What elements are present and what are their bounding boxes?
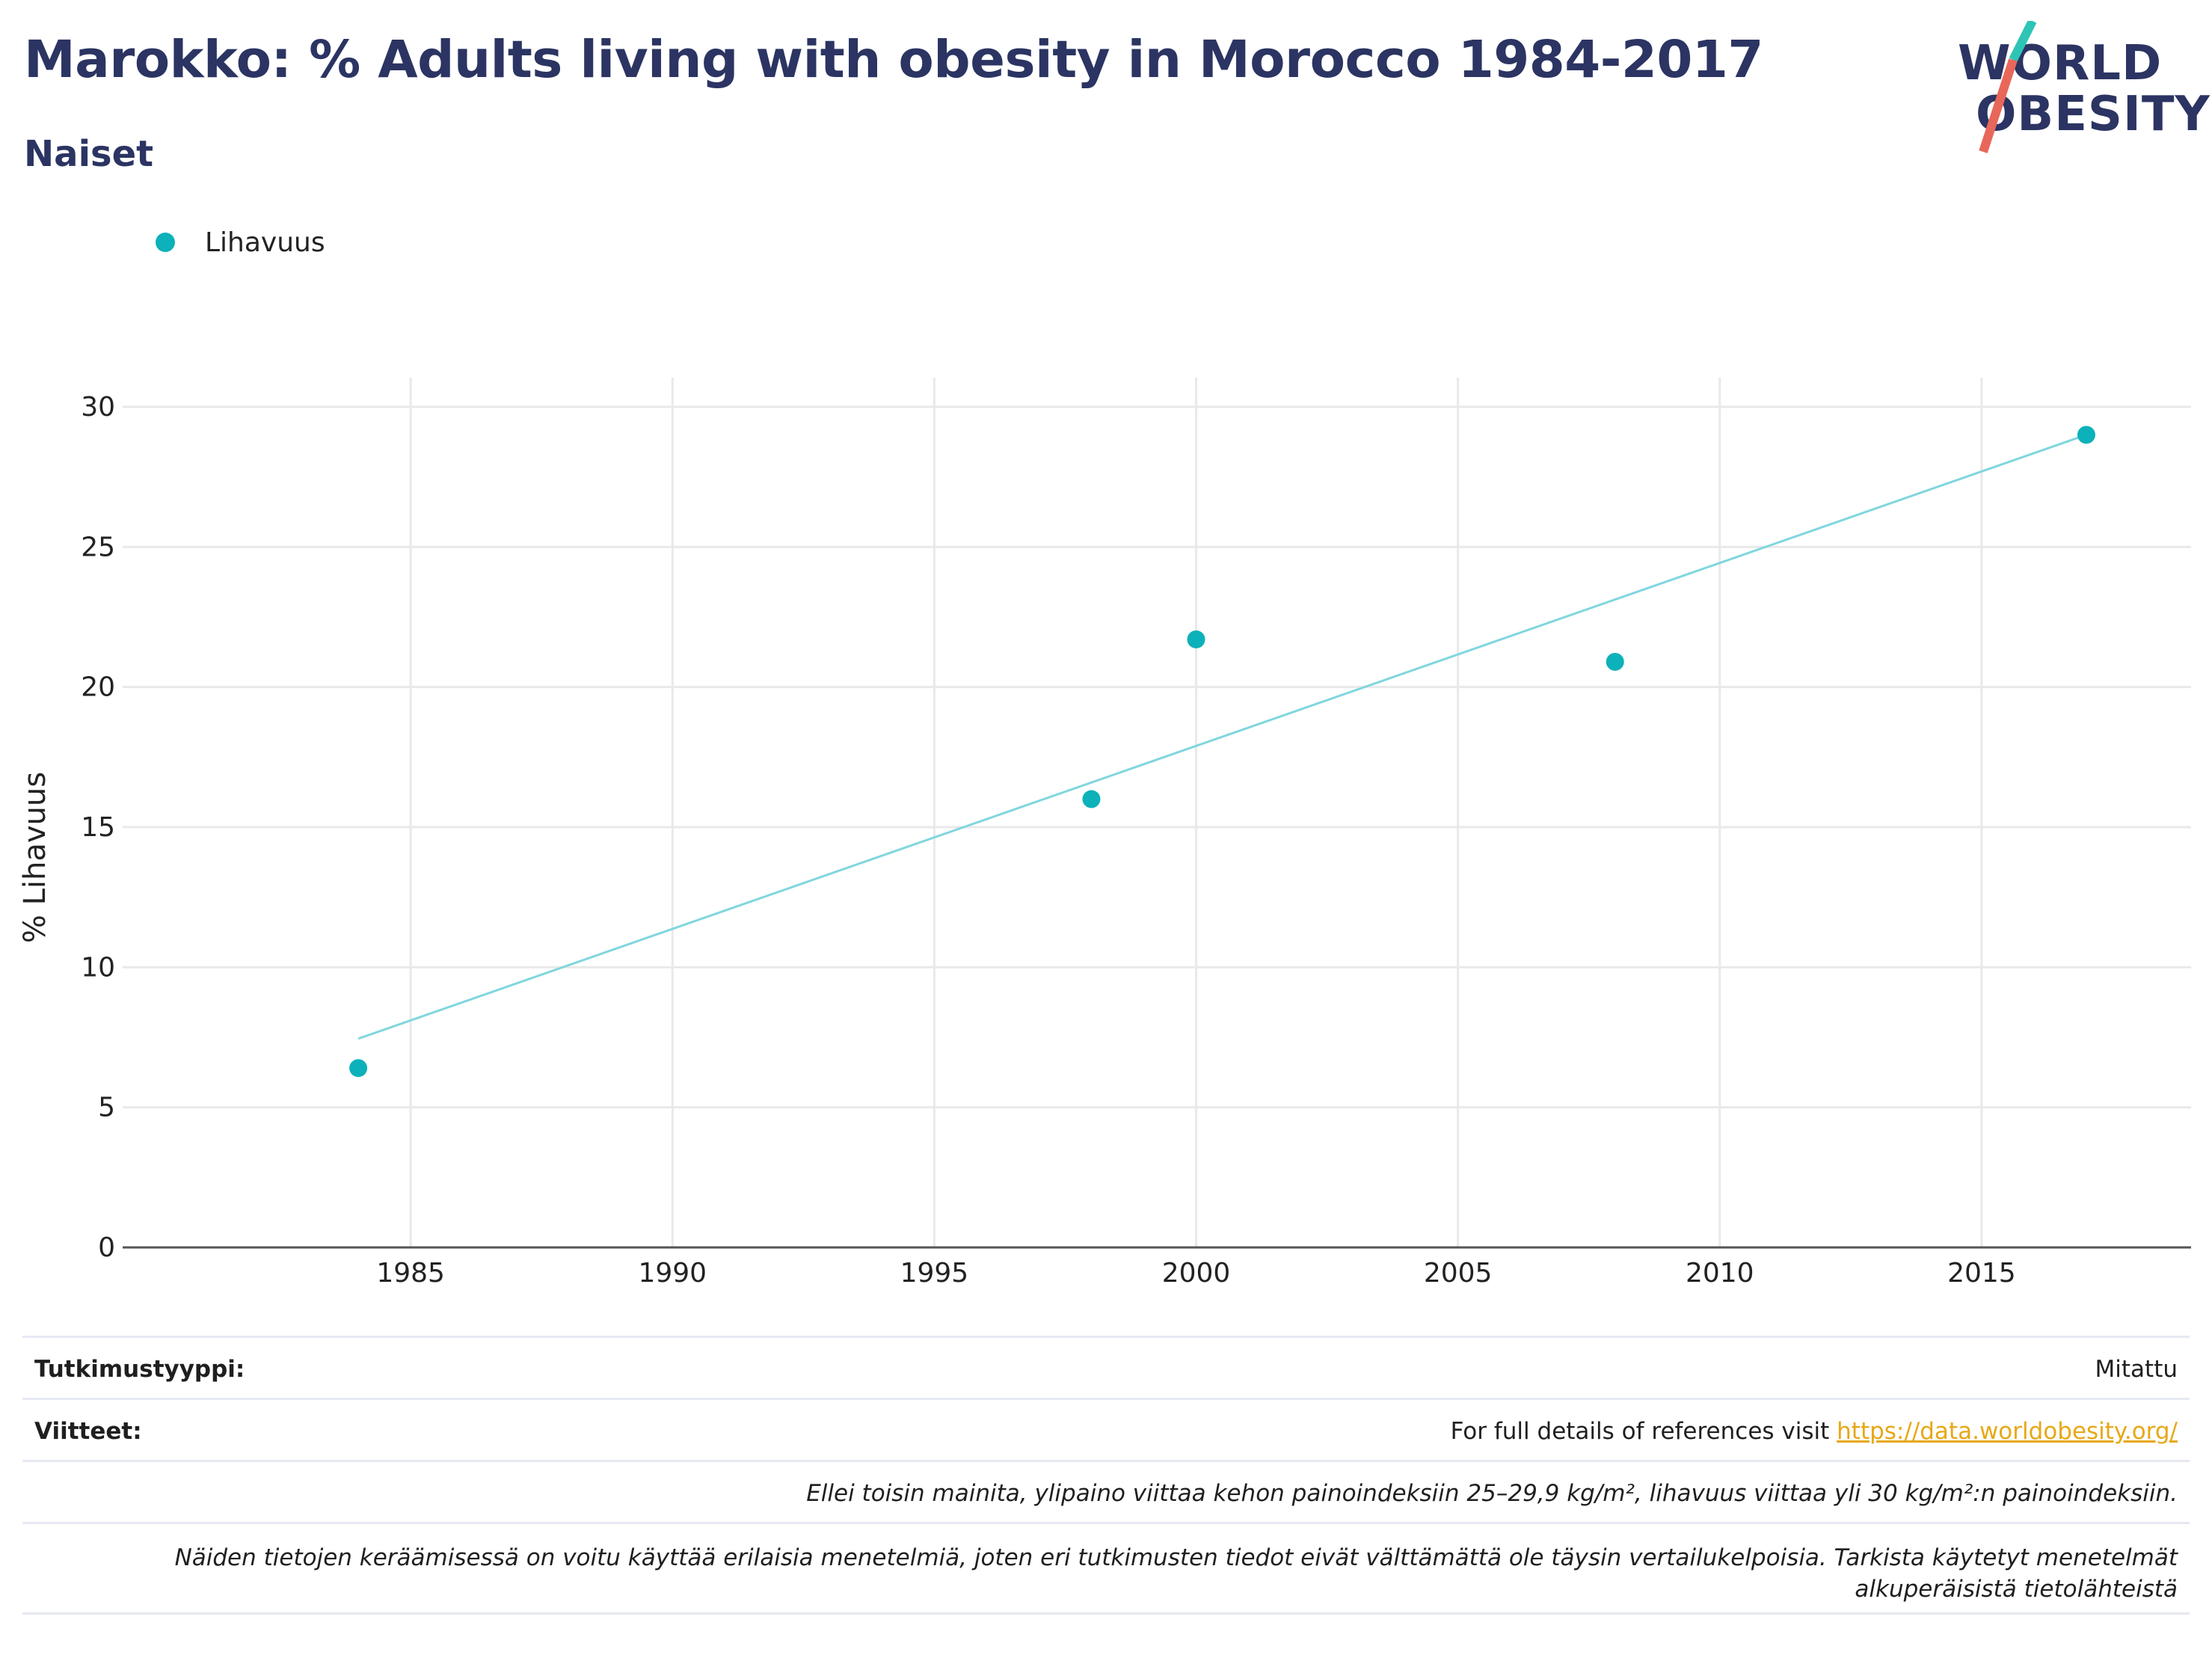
- data-point[interactable]: [2077, 426, 2095, 444]
- x-axis: 1985 1990 1995 2000 2005 2010 2015: [123, 1246, 2191, 1289]
- data-point[interactable]: [1082, 790, 1101, 808]
- legend-label: Lihavuus: [205, 227, 325, 258]
- methods-note-line-1: Näiden tietojen keräämisessä on voitu kä…: [174, 1544, 2178, 1571]
- x-tick-label: 1990: [638, 1258, 707, 1289]
- data-points: [349, 426, 2095, 1078]
- study-type-value: Mitattu: [2095, 1356, 2178, 1383]
- x-tick-label: 1985: [376, 1258, 445, 1289]
- footer-row-study-type: Tutkimustyyppi: Mitattu: [22, 1336, 2190, 1398]
- y-tick-label: 5: [98, 1093, 115, 1123]
- data-point[interactable]: [1187, 630, 1205, 648]
- x-tick-label: 2015: [1947, 1258, 2016, 1289]
- legend-marker: [156, 233, 175, 252]
- methods-note: Näiden tietojen keräämisessä on voitu kä…: [175, 1542, 2178, 1605]
- logo-word-1: WORLD: [1958, 36, 2163, 91]
- y-tick-label: 30: [81, 392, 115, 423]
- x-tick-label: 2005: [1424, 1258, 1493, 1289]
- logo-word-2: OBESITY: [1976, 87, 2211, 142]
- footer-row-note-2: Näiden tietojen keräämisessä on voitu kä…: [22, 1522, 2190, 1615]
- data-point[interactable]: [349, 1059, 368, 1078]
- x-tick-label: 2000: [1162, 1258, 1231, 1289]
- references-text: For full details of references visit: [1450, 1418, 1837, 1445]
- legend[interactable]: Lihavuus: [156, 221, 325, 263]
- y-tick-label: 15: [81, 812, 115, 843]
- chart-subtitle: Naiset: [24, 133, 154, 175]
- trendline: [357, 434, 2087, 1040]
- references-value: For full details of references visit htt…: [1451, 1418, 2178, 1445]
- world-obesity-logo: WORLD OBESITY: [1944, 21, 2210, 156]
- methods-note-line-2: alkuperäisistä tietolähteistä: [1855, 1576, 2178, 1603]
- y-axis-title: % Lihavuus: [18, 772, 52, 943]
- references-link[interactable]: https://data.worldobesity.org/: [1837, 1418, 2178, 1445]
- footer-row-note-1: Ellei toisin mainita, ylipaino viittaa k…: [22, 1460, 2190, 1522]
- footer-table: Tutkimustyyppi: Mitattu Viitteet: For fu…: [22, 1336, 2190, 1615]
- scatter-chart: 1985 1990 1995 2000 2005 2010 2015 0 5 10 15 20 25 3…: [18, 378, 2191, 1289]
- footer-row-references: Viitteet: For full details of references…: [22, 1398, 2190, 1460]
- y-tick-label: 20: [81, 672, 115, 703]
- logo-slash-icon: [1979, 21, 2037, 153]
- references-label: Viitteet:: [34, 1418, 142, 1445]
- x-tick-label: 1995: [900, 1258, 969, 1289]
- y-tick-label: 25: [81, 532, 115, 562]
- y-tick-label: 0: [98, 1232, 115, 1263]
- study-type-label: Tutkimustyyppi:: [34, 1356, 245, 1383]
- definition-note: Ellei toisin mainita, ylipaino viittaa k…: [806, 1480, 2178, 1507]
- chart-title: Marokko: % Adults living with obesity in…: [24, 30, 1763, 90]
- y-tick-label: 10: [81, 952, 115, 983]
- data-point[interactable]: [1606, 652, 1624, 671]
- grid-lines: [123, 378, 2191, 1247]
- y-axis: 0 5 10 15 20 25 30: [81, 392, 115, 1263]
- x-tick-label: 2010: [1686, 1258, 1754, 1289]
- trend-line: [357, 434, 2087, 1040]
